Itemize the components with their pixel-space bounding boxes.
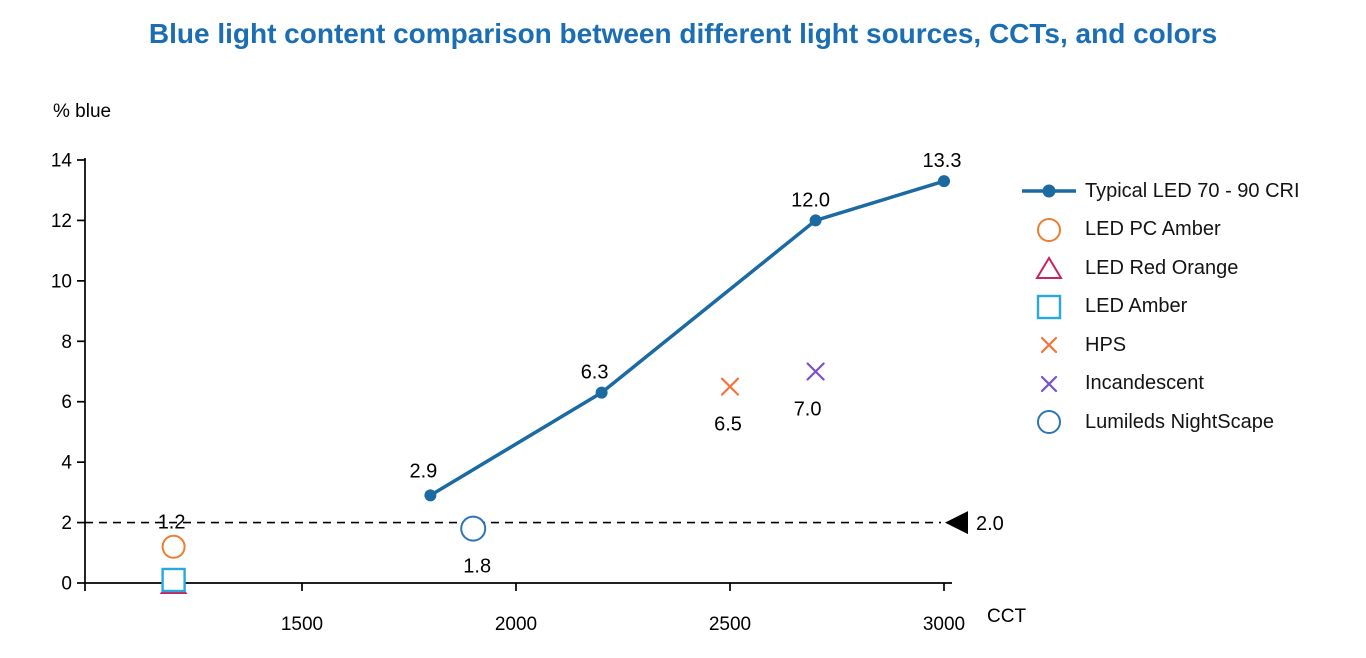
legend-label-led-amber: LED Amber <box>1085 295 1188 318</box>
legend-item-incandescent: Incandescent <box>1020 365 1300 404</box>
x-tick-label: 2500 <box>709 614 751 635</box>
data-label-typical-led-70-90-cri: 12.0 <box>791 189 830 211</box>
data-label-lumileds-nightscape: 1.8 <box>463 556 491 578</box>
y-tick-label: 14 <box>51 151 73 172</box>
legend-triangle <box>1035 256 1063 280</box>
legend-marker-led-amber-icon <box>1036 294 1062 319</box>
legend-marker-incandescent-icon <box>1040 375 1058 392</box>
data-point-lumileds-nightscape <box>460 515 487 542</box>
data-label-hps: 6.5 <box>714 414 742 436</box>
reference-arrow-icon <box>945 511 968 535</box>
series-line-typical-led-70-90-cri <box>428 179 946 498</box>
chart-title: Blue light content comparison between di… <box>148 18 1218 49</box>
y-tick-label: 2 <box>61 513 72 534</box>
data-label-led-pc-amber: 1.2 <box>158 512 186 534</box>
data-point-typical-led-70-90-cri <box>938 175 950 188</box>
y-tick-label: 12 <box>51 211 72 232</box>
x-tick-label: 2000 <box>495 614 537 635</box>
legend-marker-led-pc-amber-icon <box>1037 217 1061 242</box>
data-label-incandescent: 7.0 <box>794 399 822 421</box>
legend-item-typical-led-70-90-cri: Typical LED 70 - 90 CRI <box>1020 172 1300 211</box>
legend-marker-led-red-orange-icon <box>1035 256 1063 280</box>
legend-label-lumileds-nightscape: Lumileds NightScape <box>1085 410 1274 433</box>
data-point-typical-led-70-90-cri <box>809 214 822 227</box>
y-tick-label: 6 <box>61 392 72 413</box>
x-axis-label: CCT <box>987 606 1027 627</box>
legend-x <box>1040 375 1058 392</box>
y-tick-label: 4 <box>61 453 72 474</box>
legend-label-typical-led-70-90-cri: Typical LED 70 - 90 CRI <box>1085 179 1300 202</box>
legend-circle <box>1037 217 1061 242</box>
legend-item-led-amber: LED Amber <box>1020 288 1300 327</box>
legend-line-marker <box>1042 184 1056 198</box>
y-tick-label: 10 <box>51 271 72 292</box>
legend-marker-hps-icon <box>1040 337 1058 354</box>
legend-circle <box>1037 410 1061 435</box>
data-label-typical-led-70-90-cri: 6.3 <box>581 362 609 384</box>
legend-item-hps: HPS <box>1020 326 1300 365</box>
x-tick-label: 3000 <box>923 614 965 635</box>
data-label-typical-led-70-90-cri: 2.9 <box>409 460 437 482</box>
legend-label-hps: HPS <box>1085 333 1127 356</box>
data-point-typical-led-70-90-cri <box>595 386 608 399</box>
data-point-incandescent <box>806 362 825 381</box>
y-axis-label: % blue <box>53 101 112 122</box>
legend-item-lumileds-nightscape: Lumileds NightScape <box>1020 403 1300 442</box>
legend-marker-typical-led-70-90-cri-icon <box>1022 184 1076 198</box>
x-tick-label: 1500 <box>281 614 323 635</box>
y-tick-label: 0 <box>61 574 72 595</box>
data-label-typical-led-70-90-cri: 13.3 <box>923 150 962 172</box>
data-point-hps <box>720 377 740 396</box>
legend: Typical LED 70 - 90 CRI LED PC Amber LED R… <box>1020 172 1300 442</box>
data-point-typical-led-70-90-cri <box>424 489 437 502</box>
legend-label-led-red-orange: LED Red Orange <box>1085 256 1239 279</box>
legend-label-incandescent: Incandescent <box>1085 372 1204 395</box>
data-point-led-amber <box>161 567 186 593</box>
reference-line-label: 2.0 <box>976 513 1004 535</box>
legend-marker-lumileds-nightscape-icon <box>1037 410 1061 435</box>
legend-square <box>1036 294 1062 319</box>
legend-item-led-pc-amber: LED PC Amber <box>1020 211 1300 250</box>
y-tick-label: 8 <box>61 332 72 353</box>
data-point-led-pc-amber <box>161 534 186 559</box>
legend-item-led-red-orange: LED Red Orange <box>1020 249 1300 288</box>
legend-x <box>1040 337 1058 354</box>
legend-label-led-pc-amber: LED PC Amber <box>1085 218 1221 241</box>
